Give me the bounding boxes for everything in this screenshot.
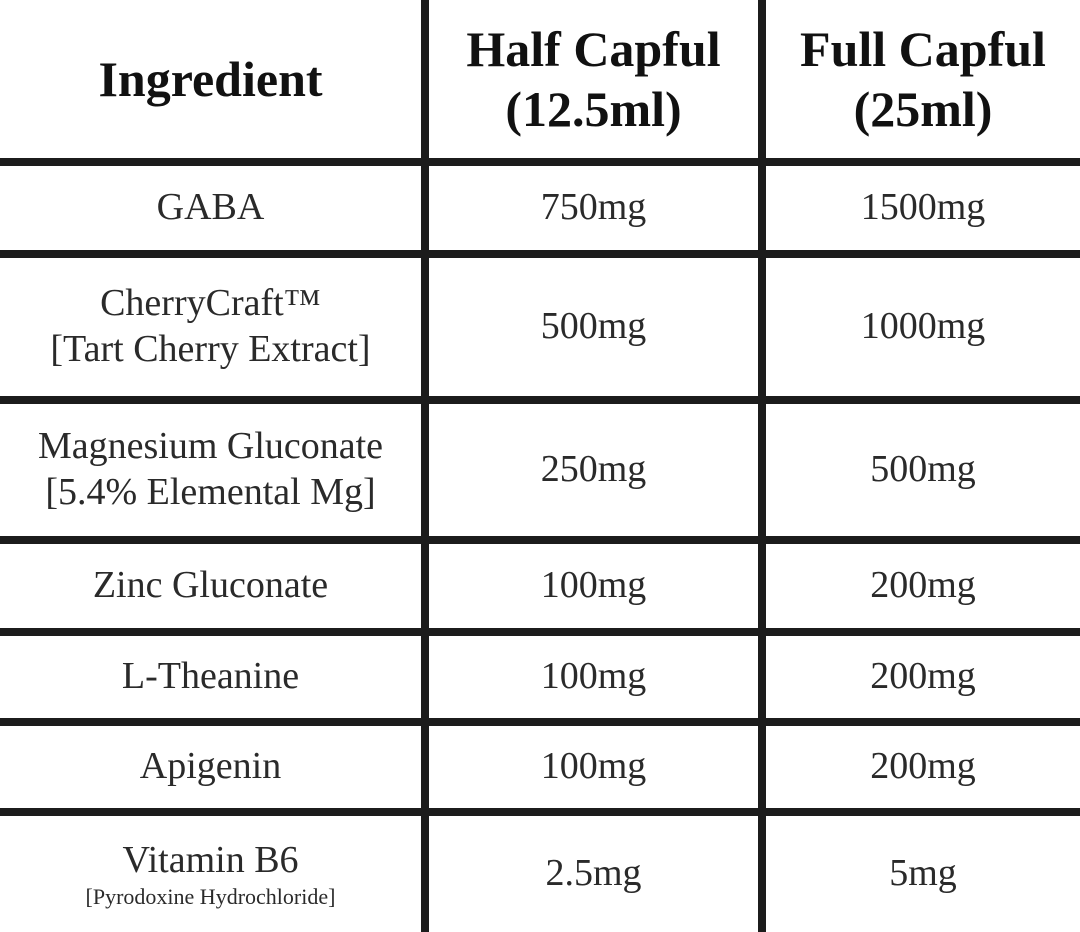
dose-cell: 200mg: [766, 544, 1080, 628]
dose-text: 100mg: [540, 745, 647, 788]
ingredient-name: L-Theanine: [121, 655, 300, 698]
dose-text: 2.5mg: [545, 852, 642, 895]
ingredient-detail: [Tart Cherry Extract]: [50, 328, 371, 370]
header-cell: Half Capful (12.5ml): [429, 0, 758, 158]
header-text: Half Capful: [466, 21, 721, 77]
dose-text: 200mg: [870, 655, 976, 698]
ingredient-cell: CherryCraft™ [Tart Cherry Extract]: [0, 258, 421, 396]
dose-text: 500mg: [540, 305, 647, 348]
dose-text: 100mg: [540, 655, 647, 698]
header-cell: Ingredient: [0, 0, 421, 158]
ingredient-name: Apigenin: [139, 745, 282, 788]
dose-cell: 5mg: [766, 816, 1080, 932]
dose-text: 200mg: [870, 745, 976, 788]
dose-text: 5mg: [889, 852, 957, 895]
dose-text: 250mg: [540, 448, 647, 491]
dose-cell: 100mg: [429, 726, 758, 808]
ingredient-cell: L-Theanine: [0, 636, 421, 718]
dose-cell: 200mg: [766, 636, 1080, 718]
dose-cell: 1500mg: [766, 166, 1080, 250]
ingredient-name: GABA: [156, 186, 265, 229]
dose-cell: 2.5mg: [429, 816, 758, 932]
dose-cell: 500mg: [429, 258, 758, 396]
dose-cell: 750mg: [429, 166, 758, 250]
dose-cell: 200mg: [766, 726, 1080, 808]
header-cell: Full Capful (25ml): [766, 0, 1080, 158]
dose-text: 500mg: [870, 448, 976, 491]
dose-cell: 100mg: [429, 636, 758, 718]
ingredient-cell: GABA: [0, 166, 421, 250]
ingredient-name: Magnesium Gluconate: [37, 425, 384, 468]
ingredient-cell: Zinc Gluconate: [0, 544, 421, 628]
ingredient-name: Vitamin B6: [122, 839, 299, 881]
dose-cell: 100mg: [429, 544, 758, 628]
ingredient-cell: Apigenin: [0, 726, 421, 808]
dose-cell: 1000mg: [766, 258, 1080, 396]
ingredient-cell: Vitamin B6 [Pyrodoxine Hydrochloride]: [0, 816, 421, 932]
header-text: (12.5ml): [505, 81, 682, 137]
ingredient-detail: [5.4% Elemental Mg]: [45, 471, 376, 513]
header-text: Ingredient: [98, 51, 323, 107]
dose-cell: 500mg: [766, 404, 1080, 536]
dose-text: 750mg: [540, 186, 647, 229]
dose-text: 200mg: [870, 564, 976, 607]
header-text: (25ml): [853, 81, 993, 137]
dose-text: 100mg: [540, 564, 647, 607]
dose-text: 1500mg: [860, 186, 986, 229]
ingredient-name: CherryCraft™: [100, 282, 321, 325]
ingredient-name: Zinc Gluconate: [92, 564, 329, 607]
header-text: Full Capful: [800, 21, 1046, 77]
dose-cell: 250mg: [429, 404, 758, 536]
dose-text: 1000mg: [860, 305, 986, 348]
ingredient-cell: Magnesium Gluconate [5.4% Elemental Mg]: [0, 404, 421, 536]
ingredient-detail: [Pyrodoxine Hydrochloride]: [85, 883, 336, 909]
